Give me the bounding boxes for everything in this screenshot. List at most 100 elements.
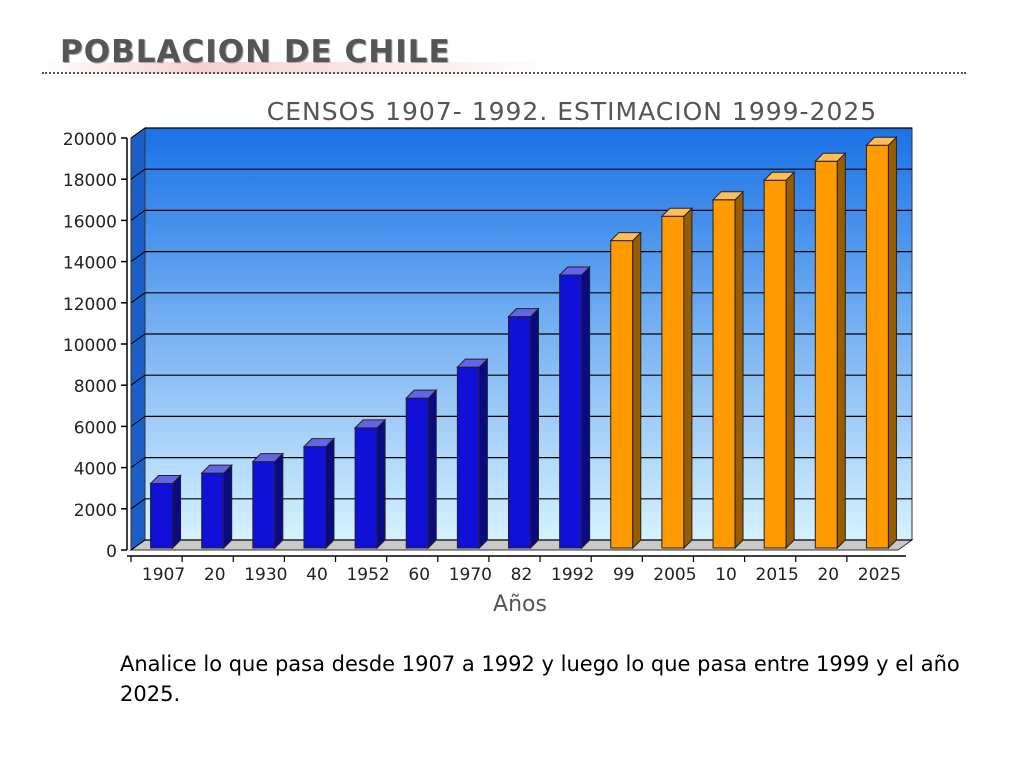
chart-title: CENSOS 1907- 1992. ESTIMACION 1999-2025 [267, 97, 877, 126]
y-tick-label: 4000 [74, 460, 117, 480]
bar [558, 265, 591, 550]
bar-front [150, 482, 174, 549]
bar [251, 452, 285, 550]
x-tick-label: 1930 [244, 565, 287, 585]
bar-side [530, 307, 539, 550]
y-tick-label: 0 [106, 542, 117, 562]
x-tick-label: 1952 [346, 565, 389, 585]
gridline-depth [130, 457, 146, 469]
bar-side [172, 474, 182, 550]
bar-front [661, 215, 685, 549]
x-tick-label: 82 [511, 565, 533, 585]
bar [353, 418, 387, 550]
gridline-depth [130, 127, 146, 139]
bar-front [456, 366, 480, 549]
x-tick-label: 60 [408, 565, 430, 585]
title-glow [42, 62, 562, 74]
bar-top [353, 419, 387, 429]
bar [814, 152, 847, 550]
bar-side [734, 190, 744, 550]
gridline-depth [130, 168, 146, 180]
bar [405, 388, 438, 550]
bar-top [200, 464, 233, 474]
y-tick-label: 14000 [63, 254, 117, 274]
bar [865, 136, 898, 550]
x-tick-label: 2025 [858, 565, 901, 585]
bar-top [865, 136, 898, 146]
bar-side [223, 463, 233, 550]
bar-side [887, 136, 897, 550]
x-tick-label: 99 [613, 565, 635, 585]
bars [149, 136, 898, 550]
bar-top [711, 191, 745, 201]
bar-top [507, 308, 540, 318]
bar-front [865, 144, 889, 549]
bar-side [274, 452, 284, 550]
x-tick-label: 1992 [551, 565, 594, 585]
x-tick-label: 2005 [653, 565, 696, 585]
bar-front [354, 427, 378, 549]
x-tick-label: 40 [306, 565, 328, 585]
population-bar-chart: CENSOS 1907- 1992. ESTIMACION 1999-2025 … [63, 97, 914, 617]
bar-top [762, 171, 796, 181]
gridline-depth [130, 498, 146, 510]
bar [762, 171, 796, 550]
bar-side [683, 207, 693, 550]
y-tick-label: 20000 [63, 130, 117, 150]
bar [711, 190, 745, 550]
bar-side [478, 357, 488, 550]
bar-top [251, 453, 285, 463]
bar [302, 437, 336, 550]
gridline-depth [130, 251, 146, 263]
bar-side [325, 437, 335, 550]
gridline-depth [130, 539, 146, 551]
bar-front [201, 472, 225, 549]
bar-side [632, 231, 642, 550]
x-axis: 1907 20 1930 40 1952 60 1970 82 1992 99 2005 10 2015… [127, 555, 906, 585]
y-tick-label: 18000 [63, 171, 117, 191]
bar-front [814, 160, 838, 549]
caption-text: Analice lo que pasa desde 1907 a 1992 y … [120, 652, 960, 706]
bar-front [252, 461, 276, 549]
x-tick-label: 20 [817, 565, 839, 585]
bar-front [712, 199, 736, 549]
gridline-depth [130, 374, 146, 386]
x-tick-label: 20 [204, 565, 226, 585]
bar-side [836, 152, 846, 550]
bar-side [427, 388, 437, 550]
bar-side [785, 171, 795, 550]
y-tick-label: 12000 [63, 295, 117, 315]
y-tick-label: 6000 [74, 418, 117, 438]
x-tick-label: 10 [715, 565, 737, 585]
bar [660, 207, 694, 550]
bar-top [660, 207, 694, 217]
bar-top [149, 474, 182, 484]
bar-front [763, 179, 787, 549]
bar-side [376, 418, 386, 550]
bar-top [302, 438, 336, 448]
gridline-depth [130, 333, 146, 345]
bar-front [559, 274, 583, 549]
gridline-depth [130, 415, 146, 427]
bar-top [609, 232, 642, 242]
bar [507, 307, 540, 550]
bar [456, 357, 489, 550]
gridline-depth [130, 209, 146, 221]
bar-front [303, 446, 327, 549]
bar-top [456, 358, 489, 368]
x-tick-label: 1970 [449, 565, 492, 585]
x-tick-label: 2015 [756, 565, 799, 585]
title-divider [42, 72, 966, 74]
bar-top [558, 266, 591, 276]
y-tick-label: 8000 [74, 377, 117, 397]
y-tick-label: 2000 [74, 501, 117, 521]
x-tick-label: 1907 [142, 565, 185, 585]
x-axis-label: Años [493, 592, 547, 617]
y-tick-label: 10000 [63, 336, 117, 356]
bar [609, 231, 642, 550]
y-axis: 0 2000 4000 6000 8000 10000 12000 14000 16000 180… [63, 130, 128, 562]
gridline-depth [130, 292, 146, 304]
bar-front [610, 240, 634, 549]
slide-title: POBLACION DE CHILE [60, 34, 451, 70]
bar-front [508, 316, 531, 549]
